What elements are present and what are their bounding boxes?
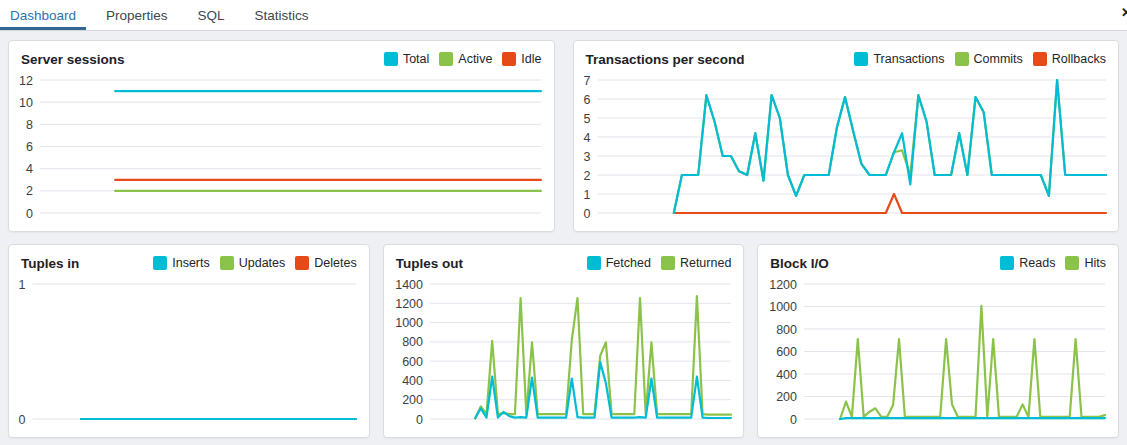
legend-swatch-icon — [1033, 52, 1047, 66]
legend-item: Total — [384, 52, 429, 66]
legend-swatch-icon — [854, 52, 868, 66]
legend-label: Transactions — [873, 52, 944, 66]
legend: Inserts Updates Deletes — [153, 256, 356, 270]
svg-text:0: 0 — [583, 207, 590, 221]
legend-label: Commits — [974, 52, 1023, 66]
svg-text:6: 6 — [583, 93, 590, 107]
legend-item: Returned — [661, 256, 731, 270]
legend-item: Commits — [955, 52, 1023, 66]
legend-label: Deletes — [314, 256, 356, 270]
svg-text:1: 1 — [19, 278, 26, 292]
legend: Reads Hits — [1000, 256, 1106, 270]
legend-item: Inserts — [153, 256, 210, 270]
svg-text:800: 800 — [402, 335, 423, 349]
panel-title: Block I/O — [770, 256, 829, 271]
tuples-out-chart: 0 200 400 600 800 1000 1200 1400 — [388, 275, 737, 432]
legend-item: Active — [439, 52, 492, 66]
svg-text:1000: 1000 — [395, 316, 423, 330]
svg-text:6: 6 — [26, 140, 33, 154]
svg-text:400: 400 — [776, 368, 797, 382]
svg-text:600: 600 — [402, 355, 423, 369]
svg-text:10: 10 — [19, 96, 33, 110]
legend-label: Active — [458, 52, 492, 66]
svg-text:2: 2 — [583, 169, 590, 183]
svg-text:0: 0 — [19, 413, 26, 427]
block-io-chart: 0 200 400 600 800 1000 1200 — [762, 275, 1111, 432]
legend-swatch-icon — [587, 256, 601, 270]
server-sessions-chart: 0 2 4 6 8 10 12 — [13, 71, 547, 226]
svg-text:600: 600 — [776, 345, 797, 359]
tab-properties[interactable]: Properties — [96, 0, 178, 30]
tab-bar: Dashboard Properties SQL Statistics ✕ — [0, 0, 1127, 31]
legend: Total Active Idle — [384, 52, 542, 66]
transactions-per-second-chart: 0 1 2 3 4 5 6 7 — [578, 71, 1112, 226]
legend-item: Idle — [502, 52, 541, 66]
panel-title: Tuples in — [21, 256, 79, 271]
tuples-in-chart: 01 — [13, 275, 362, 432]
panel-server-sessions: Server sessions Total Active Idle 0 2 4 6 8 10 1… — [8, 40, 555, 232]
legend-swatch-icon — [955, 52, 969, 66]
svg-text:0: 0 — [416, 413, 423, 427]
legend-swatch-icon — [439, 52, 453, 66]
legend-swatch-icon — [1000, 256, 1014, 270]
legend-item: Reads — [1000, 256, 1055, 270]
panel-tuples-in: Tuples in InsertsUpdatesDeletes 01 — [8, 244, 370, 438]
tab-sql[interactable]: SQL — [188, 0, 235, 30]
legend-label: Returned — [680, 256, 731, 270]
panel-transactions-per-second: Transactions per second Transactions Comm… — [573, 40, 1120, 232]
tab-statistics[interactable]: Statistics — [245, 0, 319, 30]
legend-label: Updates — [239, 256, 286, 270]
legend: Transactions Commits Rollbacks — [854, 52, 1106, 66]
legend-label: Reads — [1019, 256, 1055, 270]
panel-tuples-out: Tuples out Fetched Returned 0 200 400 600 800… — [383, 244, 745, 438]
legend-item: Hits — [1065, 256, 1106, 270]
svg-text:1400: 1400 — [395, 278, 423, 292]
legend-label: Total — [403, 52, 429, 66]
svg-text:200: 200 — [402, 393, 423, 407]
legend-item: Deletes — [295, 256, 356, 270]
legend-swatch-icon — [295, 256, 309, 270]
tab-dashboard[interactable]: Dashboard — [0, 0, 86, 30]
svg-text:2: 2 — [26, 184, 33, 198]
legend-item: Fetched — [587, 256, 651, 270]
svg-text:1: 1 — [583, 188, 590, 202]
svg-text:0: 0 — [790, 413, 797, 427]
dashboard-content: Server sessions TotalActiveIdle 02468101… — [0, 31, 1127, 438]
svg-text:8: 8 — [26, 118, 33, 132]
legend-label: Inserts — [172, 256, 210, 270]
legend-swatch-icon — [153, 256, 167, 270]
legend-swatch-icon — [502, 52, 516, 66]
legend-swatch-icon — [384, 52, 398, 66]
legend-swatch-icon — [220, 256, 234, 270]
svg-text:12: 12 — [19, 74, 33, 88]
legend-label: Fetched — [606, 256, 651, 270]
svg-text:5: 5 — [583, 112, 590, 126]
svg-text:1200: 1200 — [770, 278, 798, 292]
legend-item: Transactions — [854, 52, 944, 66]
svg-text:7: 7 — [583, 74, 590, 88]
svg-text:1000: 1000 — [770, 300, 798, 314]
legend-swatch-icon — [1065, 256, 1079, 270]
svg-text:1200: 1200 — [395, 297, 423, 311]
close-icon[interactable]: ✕ — [1121, 5, 1127, 20]
legend: Fetched Returned — [587, 256, 732, 270]
svg-text:4: 4 — [26, 162, 33, 176]
legend-label: Rollbacks — [1052, 52, 1106, 66]
legend-item: Rollbacks — [1033, 52, 1106, 66]
legend-label: Hits — [1084, 256, 1106, 270]
svg-text:400: 400 — [402, 374, 423, 388]
legend-label: Idle — [521, 52, 541, 66]
svg-text:0: 0 — [26, 207, 33, 221]
legend-item: Updates — [220, 256, 286, 270]
panel-block-io: Block I/O Reads Hits 0 200 400 600 800 1000 120… — [757, 244, 1119, 438]
svg-text:3: 3 — [583, 150, 590, 164]
svg-text:200: 200 — [776, 390, 797, 404]
legend-swatch-icon — [661, 256, 675, 270]
svg-text:800: 800 — [776, 323, 797, 337]
panel-title: Server sessions — [21, 52, 125, 67]
panel-title: Transactions per second — [586, 52, 745, 67]
svg-text:4: 4 — [583, 131, 590, 145]
panel-title: Tuples out — [396, 256, 463, 271]
